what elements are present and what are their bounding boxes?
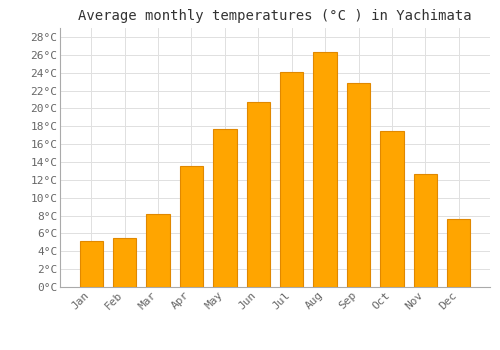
Bar <box>80 241 103 287</box>
Bar <box>146 214 170 287</box>
Bar <box>246 102 270 287</box>
Bar <box>314 52 337 287</box>
Bar <box>213 129 236 287</box>
Bar <box>180 167 203 287</box>
Bar <box>113 238 136 287</box>
Bar <box>280 72 303 287</box>
Title: Average monthly temperatures (°C ) in Yachimata: Average monthly temperatures (°C ) in Ya… <box>78 9 472 23</box>
Bar <box>347 83 370 287</box>
Bar <box>380 131 404 287</box>
Bar <box>414 174 437 287</box>
Bar <box>447 219 470 287</box>
